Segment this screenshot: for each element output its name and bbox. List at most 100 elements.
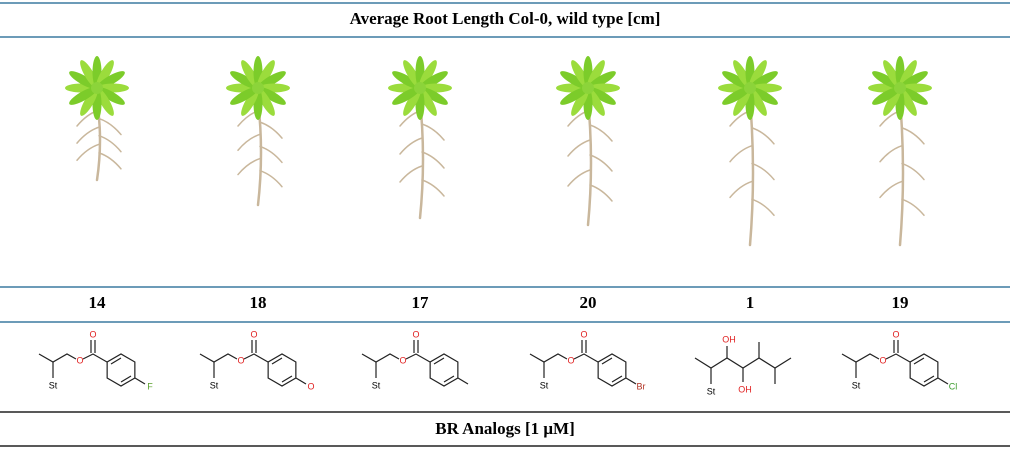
leaf bbox=[230, 71, 259, 89]
leaf bbox=[392, 71, 421, 89]
leaf bbox=[749, 87, 778, 105]
root bbox=[589, 184, 613, 202]
bond bbox=[694, 357, 792, 369]
atom-label: O bbox=[237, 355, 244, 365]
plant bbox=[556, 56, 620, 227]
atom-label: O bbox=[580, 329, 587, 339]
root bbox=[901, 198, 925, 217]
structure: O O St Br bbox=[529, 329, 646, 391]
root bbox=[399, 165, 423, 183]
leaf bbox=[392, 87, 421, 105]
root bbox=[898, 98, 905, 247]
root bbox=[421, 179, 445, 197]
leaf bbox=[241, 87, 259, 116]
compound-number: 14 bbox=[89, 293, 107, 312]
compound-number: 1 bbox=[746, 293, 755, 312]
root bbox=[901, 162, 925, 181]
bond bbox=[106, 353, 136, 387]
root bbox=[98, 134, 122, 153]
leaf-center bbox=[894, 82, 906, 94]
bond bbox=[581, 340, 587, 353]
leaf bbox=[419, 87, 448, 105]
atom-label: St bbox=[49, 380, 58, 390]
footer: BR Analogs [1 μM] bbox=[435, 419, 575, 438]
plants bbox=[65, 56, 932, 247]
leaf-center bbox=[252, 82, 264, 94]
leaf-center bbox=[582, 82, 594, 94]
leaf bbox=[69, 87, 98, 105]
bond bbox=[405, 353, 431, 363]
bond bbox=[529, 353, 568, 363]
leaf bbox=[587, 87, 616, 105]
atom-label: O bbox=[399, 355, 406, 365]
leaf-center bbox=[414, 82, 426, 94]
bond bbox=[134, 377, 146, 385]
leaf bbox=[872, 87, 901, 105]
leaf bbox=[872, 71, 901, 89]
bond bbox=[913, 357, 935, 383]
root bbox=[259, 145, 283, 164]
atom-label: St bbox=[210, 380, 219, 390]
bond bbox=[413, 340, 419, 353]
bond bbox=[597, 353, 627, 387]
bond bbox=[625, 377, 637, 385]
root bbox=[76, 143, 100, 162]
bond bbox=[457, 377, 469, 385]
root bbox=[421, 151, 445, 169]
root bbox=[237, 157, 261, 176]
root bbox=[567, 139, 591, 157]
leaf-center bbox=[91, 82, 103, 94]
atom-label: F bbox=[147, 381, 153, 391]
root bbox=[421, 123, 445, 141]
root bbox=[729, 180, 753, 199]
bond bbox=[38, 353, 77, 363]
compound-number: 17 bbox=[412, 293, 430, 312]
atom-label: St bbox=[540, 380, 549, 390]
bond bbox=[199, 353, 238, 363]
structure: OH St OH bbox=[694, 334, 792, 396]
atom-label: O bbox=[76, 355, 83, 365]
bond bbox=[573, 353, 599, 363]
bond bbox=[90, 340, 96, 353]
leaf bbox=[883, 87, 901, 116]
atom-label: OH bbox=[738, 384, 752, 394]
atom-label: O bbox=[879, 355, 886, 365]
bond bbox=[841, 353, 880, 363]
root bbox=[751, 198, 775, 217]
root bbox=[901, 127, 925, 145]
compound-number: 20 bbox=[580, 293, 597, 312]
root bbox=[751, 127, 775, 145]
bond bbox=[295, 377, 307, 385]
leaf bbox=[571, 87, 589, 116]
leaf bbox=[96, 87, 125, 105]
leaf bbox=[257, 87, 286, 105]
bond bbox=[909, 353, 939, 387]
compound-number: 18 bbox=[250, 293, 267, 312]
bond bbox=[885, 353, 911, 363]
root bbox=[879, 180, 903, 199]
bond bbox=[429, 353, 459, 387]
structures: 14 O O St F 18 O O St O 17 O O St 20 O O St Br 1 OH St OH 19 O O S… bbox=[38, 293, 957, 396]
root bbox=[751, 162, 775, 181]
bond bbox=[937, 377, 949, 385]
bond bbox=[82, 353, 108, 363]
leaf bbox=[899, 60, 917, 89]
compound-number: 19 bbox=[892, 293, 909, 312]
structure: O O St bbox=[361, 329, 469, 390]
leaf bbox=[899, 87, 928, 105]
plant bbox=[65, 56, 129, 182]
leaf bbox=[722, 87, 751, 105]
structure: O O St Cl bbox=[841, 329, 957, 391]
bond bbox=[601, 357, 623, 383]
root bbox=[589, 124, 613, 142]
bond bbox=[267, 353, 297, 387]
atom-label: O bbox=[567, 355, 574, 365]
atom-label: O bbox=[307, 381, 314, 391]
leaf bbox=[80, 87, 98, 116]
leaf bbox=[587, 60, 605, 89]
atom-label: St bbox=[372, 380, 381, 390]
leaf bbox=[257, 60, 275, 89]
leaf bbox=[722, 71, 751, 89]
plant bbox=[718, 56, 782, 247]
